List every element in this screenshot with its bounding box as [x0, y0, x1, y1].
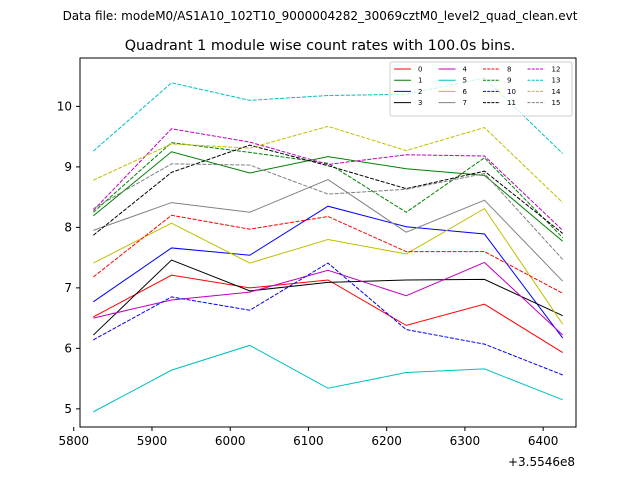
legend-label-2: 2	[418, 88, 422, 96]
series-line-10	[93, 262, 563, 376]
series-line-8	[92, 214, 563, 294]
series-line-11	[92, 144, 564, 236]
y-tick-label: 6	[64, 341, 72, 355]
y-axis: 5 6 7 8 9 10	[57, 99, 80, 416]
legend-label-1: 1	[418, 77, 422, 85]
series-line-6	[93, 207, 564, 325]
x-tick-label: 6100	[293, 434, 324, 448]
x-tick-label: 5800	[58, 434, 89, 448]
x-tick-label: 6300	[450, 434, 481, 448]
x-tick-label: 6200	[371, 434, 402, 448]
x-tick-label: 5900	[137, 434, 168, 448]
x-tick-label: 6400	[528, 434, 559, 448]
series-line-15	[93, 163, 564, 260]
series-line-3	[92, 259, 563, 336]
legend-label-4: 4	[463, 66, 468, 74]
series-line-9	[92, 142, 564, 239]
legend-label-7: 7	[463, 99, 467, 107]
x-axis: 5800 5900 6000 6100 6200 6300 6400	[58, 427, 558, 448]
figure-suptitle: Data file: modeM0/AS1A10_102T10_90000042…	[63, 9, 578, 23]
y-tick-label: 8	[64, 220, 72, 234]
legend-label-10: 10	[507, 88, 516, 96]
x-axis-offset-label: +3.5546e8	[508, 455, 575, 469]
legend-label-5: 5	[463, 77, 467, 85]
legend-label-8: 8	[507, 66, 511, 74]
legend-label-0: 0	[418, 66, 422, 74]
legend-label-13: 13	[552, 77, 561, 85]
legend-label-12: 12	[552, 66, 561, 74]
legend-box	[389, 61, 573, 117]
legend-label-14: 14	[552, 88, 561, 96]
legend-label-9: 9	[507, 77, 511, 85]
y-tick-label: 10	[57, 99, 72, 113]
legend-label-3: 3	[418, 99, 422, 107]
x-tick-label: 6000	[215, 434, 246, 448]
series-line-2	[93, 205, 564, 339]
series-line-7	[93, 179, 564, 282]
series-line-0	[93, 274, 563, 354]
legend-label-15: 15	[552, 99, 561, 107]
plot-area	[92, 77, 564, 413]
chart-title: Quadrant 1 module wise count rates with …	[125, 38, 516, 54]
legend-label-11: 11	[507, 99, 516, 107]
y-tick-label: 7	[64, 281, 72, 295]
series-line-12	[92, 128, 564, 231]
series-line-4	[93, 261, 564, 336]
series-line-14	[93, 125, 564, 203]
series-line-5	[93, 344, 563, 413]
series-line-1	[92, 151, 564, 242]
legend-label-6: 6	[463, 88, 468, 96]
y-tick-label: 5	[64, 402, 72, 416]
axes-frame	[79, 57, 577, 428]
y-tick-label: 9	[64, 160, 72, 174]
